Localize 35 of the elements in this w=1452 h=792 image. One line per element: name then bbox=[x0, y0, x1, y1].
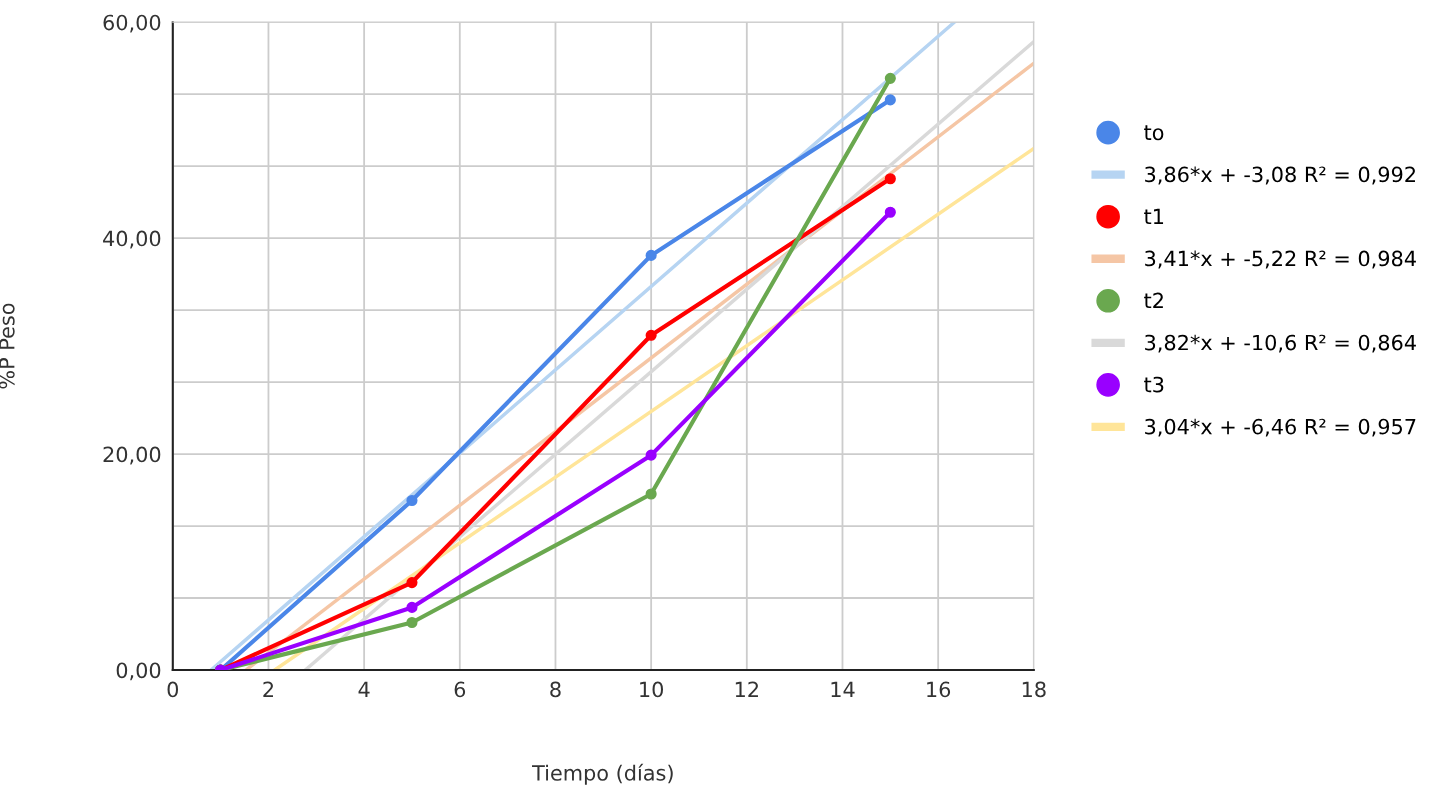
point bbox=[406, 577, 418, 589]
x-tick-label: 2 bbox=[263, 681, 273, 697]
point bbox=[645, 488, 657, 500]
y-tick-label: 60,00 bbox=[103, 14, 161, 33]
x-tick-label: 0 bbox=[167, 681, 179, 698]
x-tick-label: 14 bbox=[831, 681, 855, 697]
x-tick-label: 18 bbox=[1022, 681, 1046, 698]
legend-label: to bbox=[1144, 125, 1164, 141]
legend-label: t3 bbox=[1144, 376, 1164, 393]
point bbox=[406, 601, 418, 613]
point bbox=[406, 616, 418, 629]
point bbox=[884, 94, 896, 106]
y-tick-label: 0,00 bbox=[116, 662, 161, 681]
x-tick-label: 16 bbox=[927, 681, 951, 698]
legend-label: 3,86*x + -3,08 R² = 0,992 bbox=[1145, 166, 1415, 185]
legend-label: 3,82*x + -10,6 R² = 0,864 bbox=[1145, 334, 1416, 353]
y-tick-label: 20,00 bbox=[103, 446, 161, 465]
point bbox=[645, 329, 657, 341]
x-tick-label: 4 bbox=[358, 681, 370, 697]
x-axis-title: Tiempo (días) bbox=[532, 763, 673, 785]
point bbox=[645, 449, 657, 461]
point bbox=[645, 249, 657, 261]
point bbox=[406, 494, 418, 507]
x-tick-label: 10 bbox=[640, 681, 664, 698]
legend-label: t1 bbox=[1144, 208, 1164, 225]
x-tick-label: 6 bbox=[454, 681, 466, 698]
point bbox=[884, 173, 896, 185]
y-tick-label: 40,00 bbox=[103, 230, 161, 249]
point bbox=[884, 206, 896, 218]
x-tick-label: 12 bbox=[735, 681, 758, 697]
legend-label: 3,04*x + -6,46 R² = 0,957 bbox=[1145, 418, 1416, 437]
legend-label: t2 bbox=[1144, 292, 1163, 309]
point bbox=[884, 72, 896, 84]
legend-label: 3,41*x + -5,22 R² = 0,984 bbox=[1145, 250, 1416, 269]
x-tick-label: 8 bbox=[550, 681, 561, 698]
